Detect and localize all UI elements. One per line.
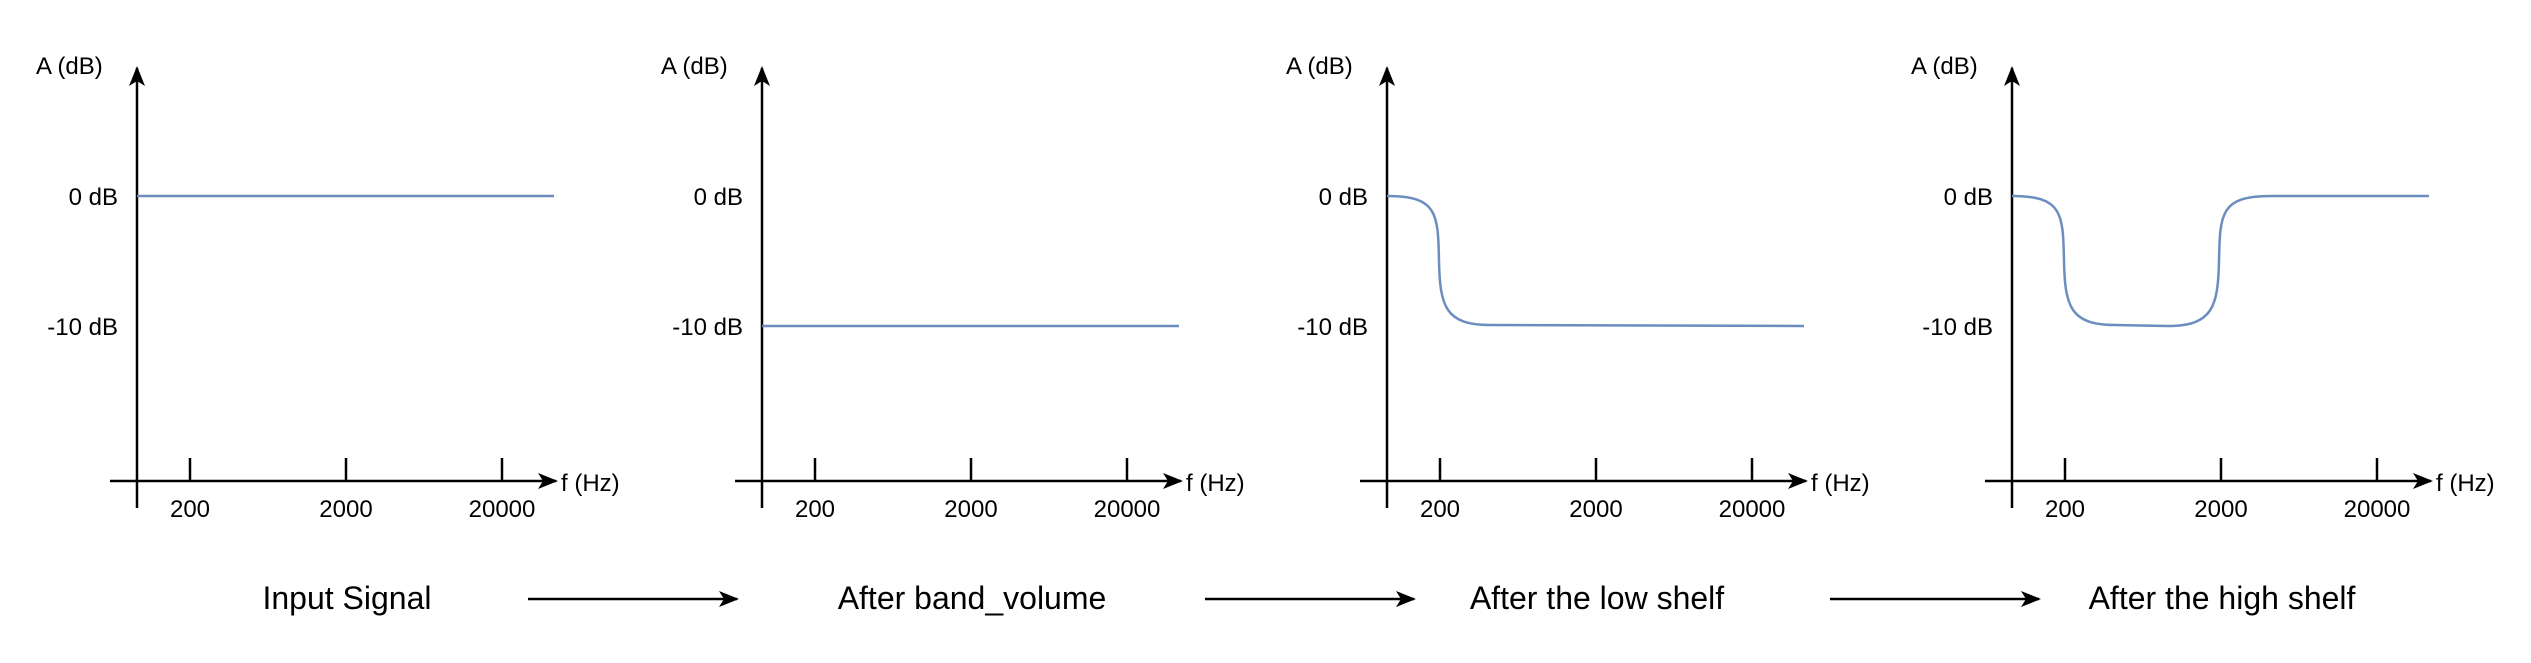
x-tick-label-20000: 20000 (1094, 496, 1161, 523)
panel-after-low-shelf: A (dB) 0 dB -10 dB 200 2000 20000 f (Hz)… (1286, 53, 1870, 616)
y-tick-label-minus10db: -10 dB (672, 314, 743, 341)
x-tick-label-2000: 2000 (2194, 496, 2247, 523)
y-axis-label: A (dB) (661, 53, 728, 80)
x-axis-label: f (Hz) (1186, 470, 1245, 497)
y-tick-label-minus10db: -10 dB (1297, 314, 1368, 341)
x-axis-label: f (Hz) (1811, 470, 1870, 497)
x-axis-label: f (Hz) (561, 470, 620, 497)
x-tick-label-200: 200 (795, 496, 835, 523)
x-tick-label-20000: 20000 (1719, 496, 1786, 523)
y-tick-label-0db: 0 dB (1319, 184, 1368, 211)
y-axis-label: A (dB) (1286, 53, 1353, 80)
x-axis-label: f (Hz) (2436, 470, 2495, 497)
y-axis-label: A (dB) (36, 53, 103, 80)
x-tick-label-20000: 20000 (2344, 496, 2411, 523)
y-tick-label-minus10db: -10 dB (47, 314, 118, 341)
response-curve (2011, 194, 2429, 328)
panel-after-band-volume: A (dB) 0 dB -10 dB 200 2000 20000 f (Hz)… (661, 53, 1245, 616)
y-tick-label-minus10db: -10 dB (1922, 314, 1993, 341)
x-tick-label-200: 200 (170, 496, 210, 523)
panel-caption: After band_volume (838, 580, 1107, 616)
panel-caption: After the high shelf (2089, 580, 2356, 616)
x-tick-label-200: 200 (2045, 496, 2085, 523)
x-tick-label-2000: 2000 (319, 496, 372, 523)
x-tick-label-2000: 2000 (944, 496, 997, 523)
panel-after-high-shelf: A (dB) 0 dB -10 dB 200 2000 20000 f (Hz)… (1911, 53, 2495, 616)
y-tick-label-0db: 0 dB (69, 184, 118, 211)
x-tick-label-2000: 2000 (1569, 496, 1622, 523)
x-tick-label-200: 200 (1420, 496, 1460, 523)
panel-caption: Input Signal (262, 580, 431, 616)
panel-input-signal: A (dB) 0 dB -10 dB 200 2000 20000 f (Hz)… (36, 53, 620, 616)
y-tick-label-0db: 0 dB (694, 184, 743, 211)
y-tick-label-0db: 0 dB (1944, 184, 1993, 211)
panel-caption: After the low shelf (1470, 580, 1724, 616)
response-curve (1386, 194, 1805, 328)
y-axis-label: A (dB) (1911, 53, 1978, 80)
x-tick-label-20000: 20000 (469, 496, 536, 523)
